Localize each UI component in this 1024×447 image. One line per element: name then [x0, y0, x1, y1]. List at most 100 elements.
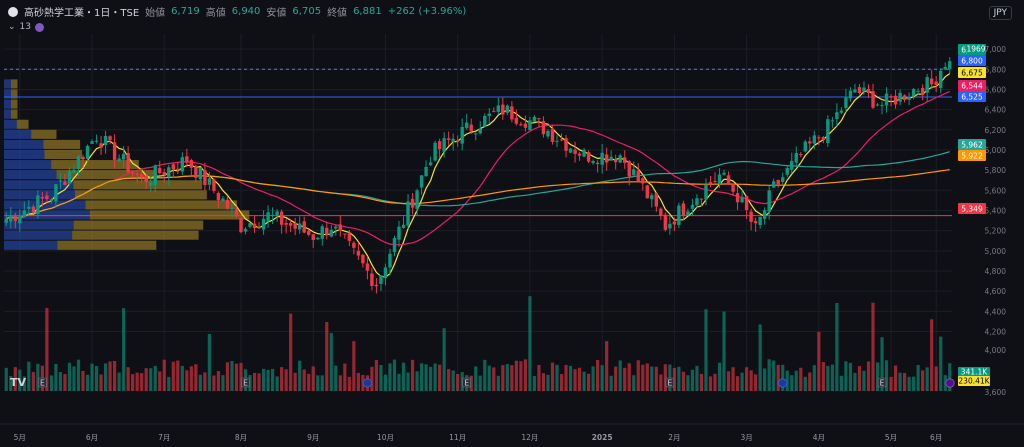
- candle-body: [410, 198, 415, 208]
- volume-bar: [704, 309, 708, 391]
- volume-bar: [866, 361, 871, 391]
- close-value: 6,881: [353, 6, 382, 17]
- candle-body: [528, 120, 532, 131]
- volume-bar: [266, 369, 270, 391]
- candle-body: [690, 204, 695, 209]
- candle-body: [139, 174, 144, 178]
- volume-profile-bar-down: [16, 119, 29, 129]
- candle-body: [659, 208, 663, 216]
- candle-body: [311, 234, 315, 240]
- volume-bar: [844, 361, 848, 391]
- candle-body: [726, 175, 731, 185]
- candle-body: [406, 201, 410, 226]
- volume-badge-label: 341.1K: [961, 368, 988, 377]
- volume-bar: [492, 367, 496, 391]
- candle-body: [753, 221, 758, 224]
- volume-profile-bar-up: [4, 79, 11, 89]
- candle-body: [167, 167, 171, 178]
- volume-bar: [830, 364, 834, 391]
- volume-profile-bar-up: [4, 200, 86, 210]
- earnings-marker-label: E: [667, 379, 672, 388]
- volume-bar: [216, 371, 221, 391]
- change-value: +262 (+3.96%): [387, 6, 467, 17]
- price-badge: [958, 203, 986, 214]
- candle-body: [546, 130, 550, 137]
- candle-body: [284, 223, 288, 225]
- data-source-icon: [35, 22, 44, 32]
- price-badge-label: 5,349: [961, 205, 983, 214]
- candle-body: [45, 195, 49, 200]
- candle-body: [293, 223, 297, 229]
- candle-body: [483, 115, 487, 127]
- candle-body: [329, 229, 333, 237]
- candle-body: [939, 70, 943, 88]
- price-tick-label: 5,200: [985, 227, 1007, 236]
- candle-body: [916, 90, 920, 92]
- volume-bar: [171, 361, 175, 391]
- candle-body: [352, 242, 356, 248]
- volume-bar: [419, 363, 424, 391]
- candle-body: [356, 250, 361, 256]
- candle-body: [853, 89, 857, 93]
- candle-body: [767, 190, 771, 212]
- candle-body: [9, 215, 13, 222]
- candle-body: [230, 208, 234, 210]
- volume-bar: [871, 302, 875, 391]
- currency-selector[interactable]: JPY: [988, 6, 1012, 20]
- volume-bar: [122, 308, 126, 391]
- candle-body: [225, 199, 230, 209]
- volume-bar: [826, 366, 830, 391]
- candle-body: [740, 196, 744, 203]
- candle-body: [194, 166, 198, 178]
- candle-body: [650, 195, 654, 200]
- volume-bar: [198, 374, 202, 391]
- candle-body: [158, 167, 162, 174]
- volume-bar: [13, 367, 17, 391]
- candle-body: [243, 228, 248, 232]
- candle-body: [365, 263, 370, 271]
- volume-profile-bar-up: [4, 89, 11, 99]
- indicator-toggle[interactable]: ⌄ 13: [8, 22, 44, 32]
- candle-body: [18, 216, 22, 224]
- candle-body: [325, 227, 329, 235]
- volume-bar: [663, 364, 667, 391]
- volume-bar: [537, 365, 541, 391]
- candle-body: [559, 139, 564, 141]
- candle-body: [636, 170, 640, 182]
- volume-bar: [659, 374, 663, 391]
- candle-body: [911, 89, 916, 96]
- candle-body: [835, 112, 839, 119]
- volume-bar: [541, 373, 546, 391]
- volume-bar: [478, 375, 482, 391]
- volume-profile-bar-down: [73, 180, 203, 190]
- volume-profile-bar-up: [4, 240, 58, 250]
- volume-bar: [587, 373, 591, 391]
- ma-line-ma25: [6, 90, 950, 246]
- candle-body: [185, 156, 189, 163]
- volume-bar: [370, 366, 374, 391]
- candle-body: [654, 192, 659, 207]
- candle-body: [419, 175, 424, 188]
- candle-body: [221, 198, 225, 202]
- dividend-marker-icon: [362, 378, 372, 388]
- volume-bar: [758, 324, 762, 391]
- volume-bar: [740, 372, 744, 391]
- candle-body: [54, 184, 58, 202]
- volume-bar: [117, 372, 121, 391]
- volume-bar: [45, 308, 49, 391]
- candle-body: [663, 214, 668, 230]
- candle-body: [713, 180, 717, 182]
- volume-bar: [67, 362, 72, 391]
- candle-body: [144, 176, 148, 183]
- flash-marker-icon: [945, 378, 955, 388]
- volume-bar: [72, 366, 76, 391]
- chevron-down-icon[interactable]: ⌄: [8, 22, 16, 32]
- candle-body: [735, 193, 740, 203]
- price-badge-label: 6,675: [961, 69, 983, 78]
- symbol-title[interactable]: 高砂熱学工業・1日・TSE: [24, 8, 140, 19]
- volume-bar: [505, 364, 509, 391]
- volume-bar: [415, 371, 419, 391]
- volume-profile-bar-up: [4, 160, 52, 170]
- time-axis-label: 12月: [521, 433, 538, 442]
